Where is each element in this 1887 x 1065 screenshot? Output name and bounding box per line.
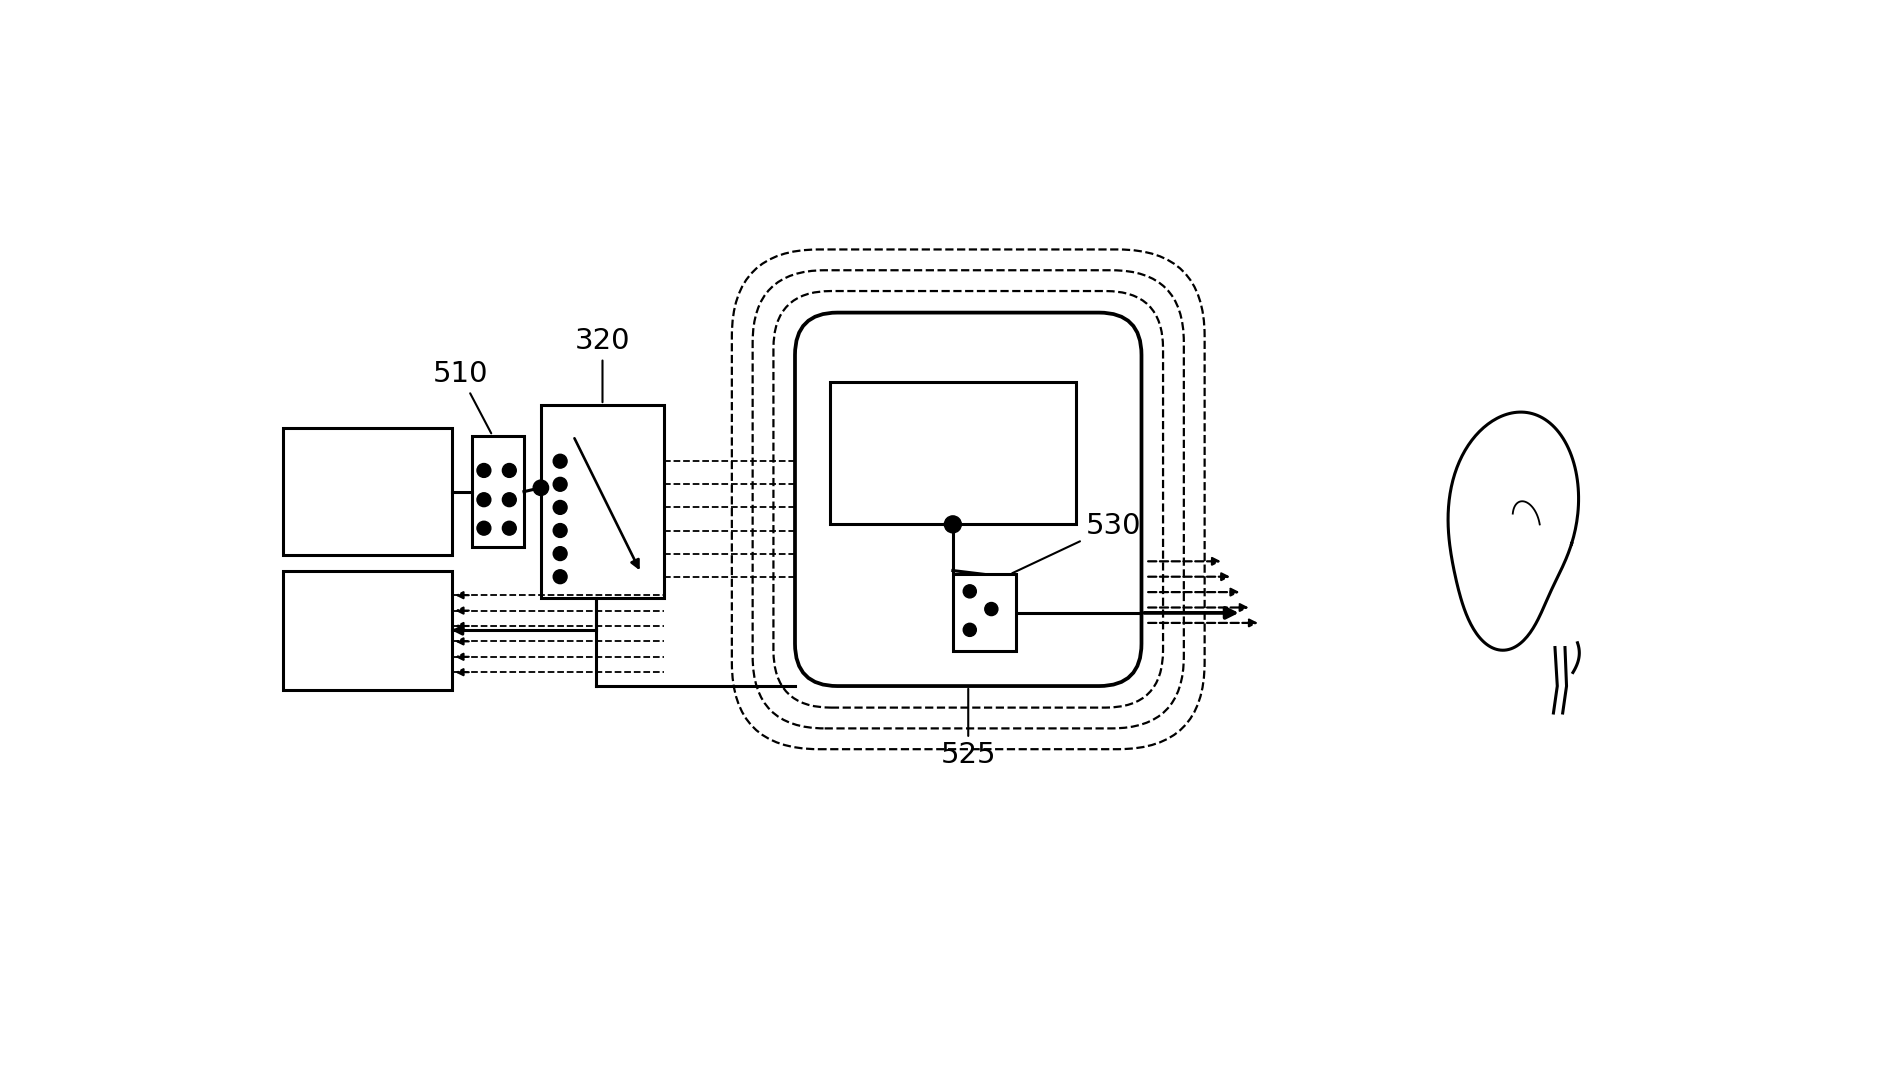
Text: 510: 510 [432, 360, 491, 433]
Bar [283, 428, 453, 555]
FancyBboxPatch shape [794, 313, 1142, 686]
Bar [472, 436, 525, 547]
Circle shape [553, 501, 568, 514]
Circle shape [502, 493, 517, 507]
Bar [953, 574, 1015, 652]
Circle shape [553, 546, 568, 560]
Bar [283, 571, 453, 690]
Circle shape [502, 521, 517, 535]
Circle shape [553, 455, 568, 469]
Text: 320: 320 [576, 327, 630, 403]
Circle shape [962, 585, 976, 597]
Circle shape [477, 493, 491, 507]
Bar [830, 382, 1076, 524]
Text: 530: 530 [1011, 512, 1142, 573]
Circle shape [534, 480, 549, 495]
Circle shape [477, 463, 491, 477]
Circle shape [553, 570, 568, 584]
Circle shape [553, 477, 568, 491]
Circle shape [477, 521, 491, 535]
Circle shape [553, 524, 568, 538]
Circle shape [962, 623, 976, 637]
Circle shape [985, 603, 998, 616]
Text: 525: 525 [940, 689, 996, 770]
Circle shape [502, 463, 517, 477]
Circle shape [944, 515, 960, 532]
Bar [542, 405, 664, 597]
